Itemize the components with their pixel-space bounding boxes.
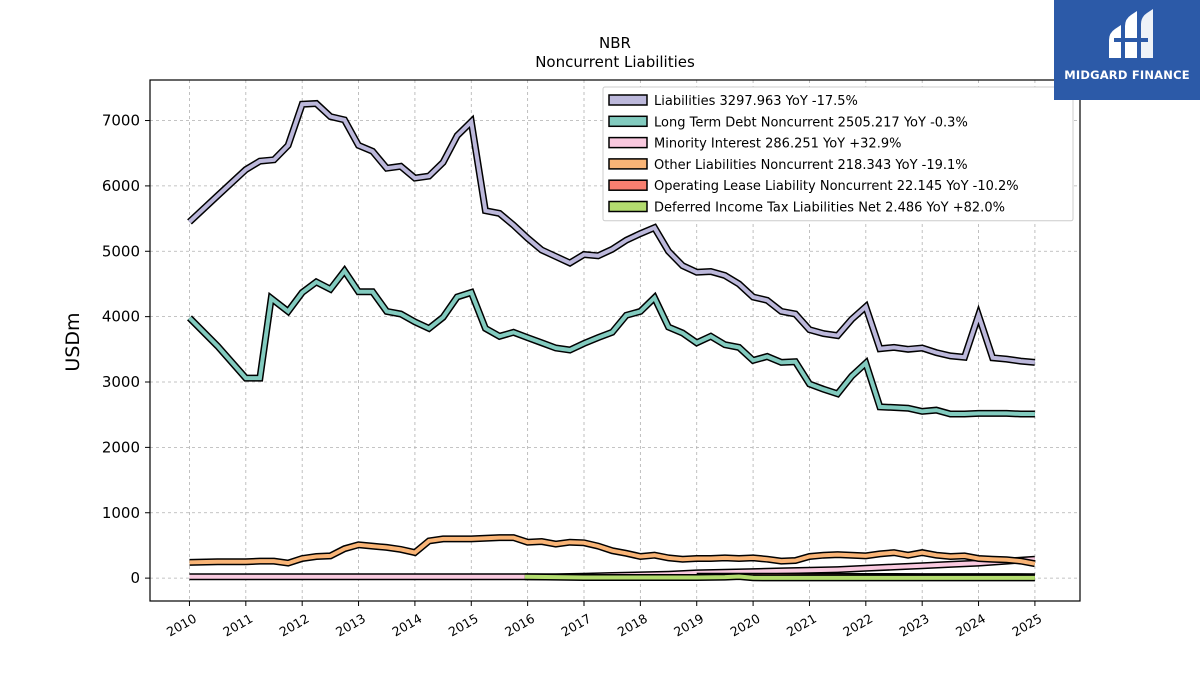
x-tick-label: 2012 — [277, 611, 312, 640]
brand-logo: MIDGARD FINANCE — [1054, 0, 1200, 100]
legend-label: Operating Lease Liability Noncurrent 22.… — [654, 179, 1019, 194]
y-tick-label: 0 — [130, 569, 140, 587]
legend-label: Deferred Income Tax Liabilities Net 2.48… — [654, 201, 1005, 216]
x-tick-label: 2024 — [953, 611, 988, 640]
legend-swatch — [608, 136, 648, 149]
x-tick-label: 2023 — [897, 611, 932, 640]
x-tick-label: 2021 — [784, 611, 819, 640]
x-tick-label: 2020 — [728, 611, 763, 640]
x-tick-label: 2015 — [446, 611, 481, 640]
brand-mark-icon — [1109, 9, 1153, 58]
legend-swatch — [608, 200, 648, 213]
y-tick-label: 2000 — [102, 438, 140, 456]
brand-name: MIDGARD FINANCE — [1064, 68, 1190, 82]
y-tick-label: 5000 — [102, 242, 140, 260]
y-tick-label: 4000 — [102, 308, 140, 326]
x-tick-label: 2013 — [333, 611, 368, 640]
y-tick-label: 3000 — [102, 373, 140, 391]
y-tick-label: 6000 — [102, 177, 140, 195]
chart-subtitle: Noncurrent Liabilities — [535, 53, 695, 71]
legend-label: Long Term Debt Noncurrent 2505.217 YoY -… — [654, 115, 968, 130]
y-axis-ticks: 0 1000 2000 3000 4000 5000 6000 7000 — [102, 112, 150, 587]
x-tick-label: 2011 — [220, 611, 255, 640]
x-tick-label: 2018 — [615, 611, 650, 640]
series-outline-long-term-debt-noncurrent — [187, 264, 1035, 418]
legend-swatch — [608, 94, 648, 106]
legend: Liabilities 3297.963 YoY -17.5% Long Term… — [602, 86, 1074, 222]
series-line-liabilities — [188, 101, 1036, 365]
plot-frame — [149, 79, 1081, 602]
legend-label: Other Liabilities Noncurrent 218.343 YoY… — [654, 158, 968, 173]
x-axis-ticks: 2010 2011 2012 2013 2014 2015 2016 2017 2018 2019… — [164, 601, 1044, 640]
y-tick-label: 1000 — [102, 504, 140, 522]
y-tick-label: 7000 — [102, 112, 140, 130]
series-line-other-liabilities-noncurrent — [189, 535, 1036, 566]
series-layer — [187, 99, 1036, 582]
legend-label: Liabilities 3297.963 YoY -17.5% — [654, 94, 858, 109]
legend-label: Minority Interest 286.251 YoY +32.9% — [654, 137, 901, 152]
x-tick-label: 2010 — [164, 611, 199, 640]
legend-box — [602, 86, 1074, 222]
series-line-long-term-debt-noncurrent — [188, 267, 1035, 416]
x-tick-label: 2022 — [840, 611, 875, 640]
legend-swatch — [608, 115, 648, 128]
legend-swatch — [608, 179, 648, 191]
chart-title: NBR — [599, 34, 631, 52]
x-tick-label: 2017 — [558, 611, 593, 640]
x-tick-label: 2019 — [671, 611, 706, 640]
series-line-deferred-income-tax-liabilities-net — [524, 574, 1035, 580]
legend-swatch — [608, 158, 648, 170]
x-tick-label: 2025 — [1009, 611, 1044, 640]
x-tick-label: 2014 — [389, 611, 424, 640]
y-axis-label: USDm — [62, 312, 84, 371]
x-tick-label: 2016 — [502, 611, 537, 640]
